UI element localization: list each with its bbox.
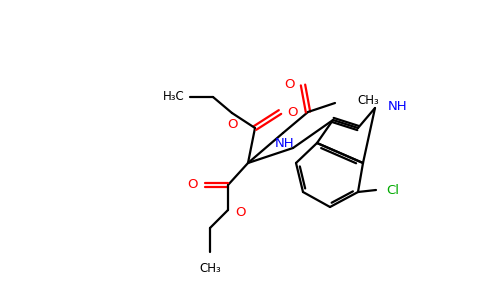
Text: CH₃: CH₃	[357, 94, 379, 107]
Text: O: O	[287, 106, 298, 118]
Text: H₃C: H₃C	[163, 91, 185, 103]
Text: NH: NH	[388, 100, 408, 112]
Text: Cl: Cl	[386, 184, 399, 196]
Text: NH: NH	[275, 137, 295, 150]
Text: O: O	[187, 178, 198, 191]
Text: CH₃: CH₃	[199, 262, 221, 275]
Text: O: O	[285, 79, 295, 92]
Text: O: O	[235, 206, 245, 220]
Text: O: O	[227, 118, 237, 131]
